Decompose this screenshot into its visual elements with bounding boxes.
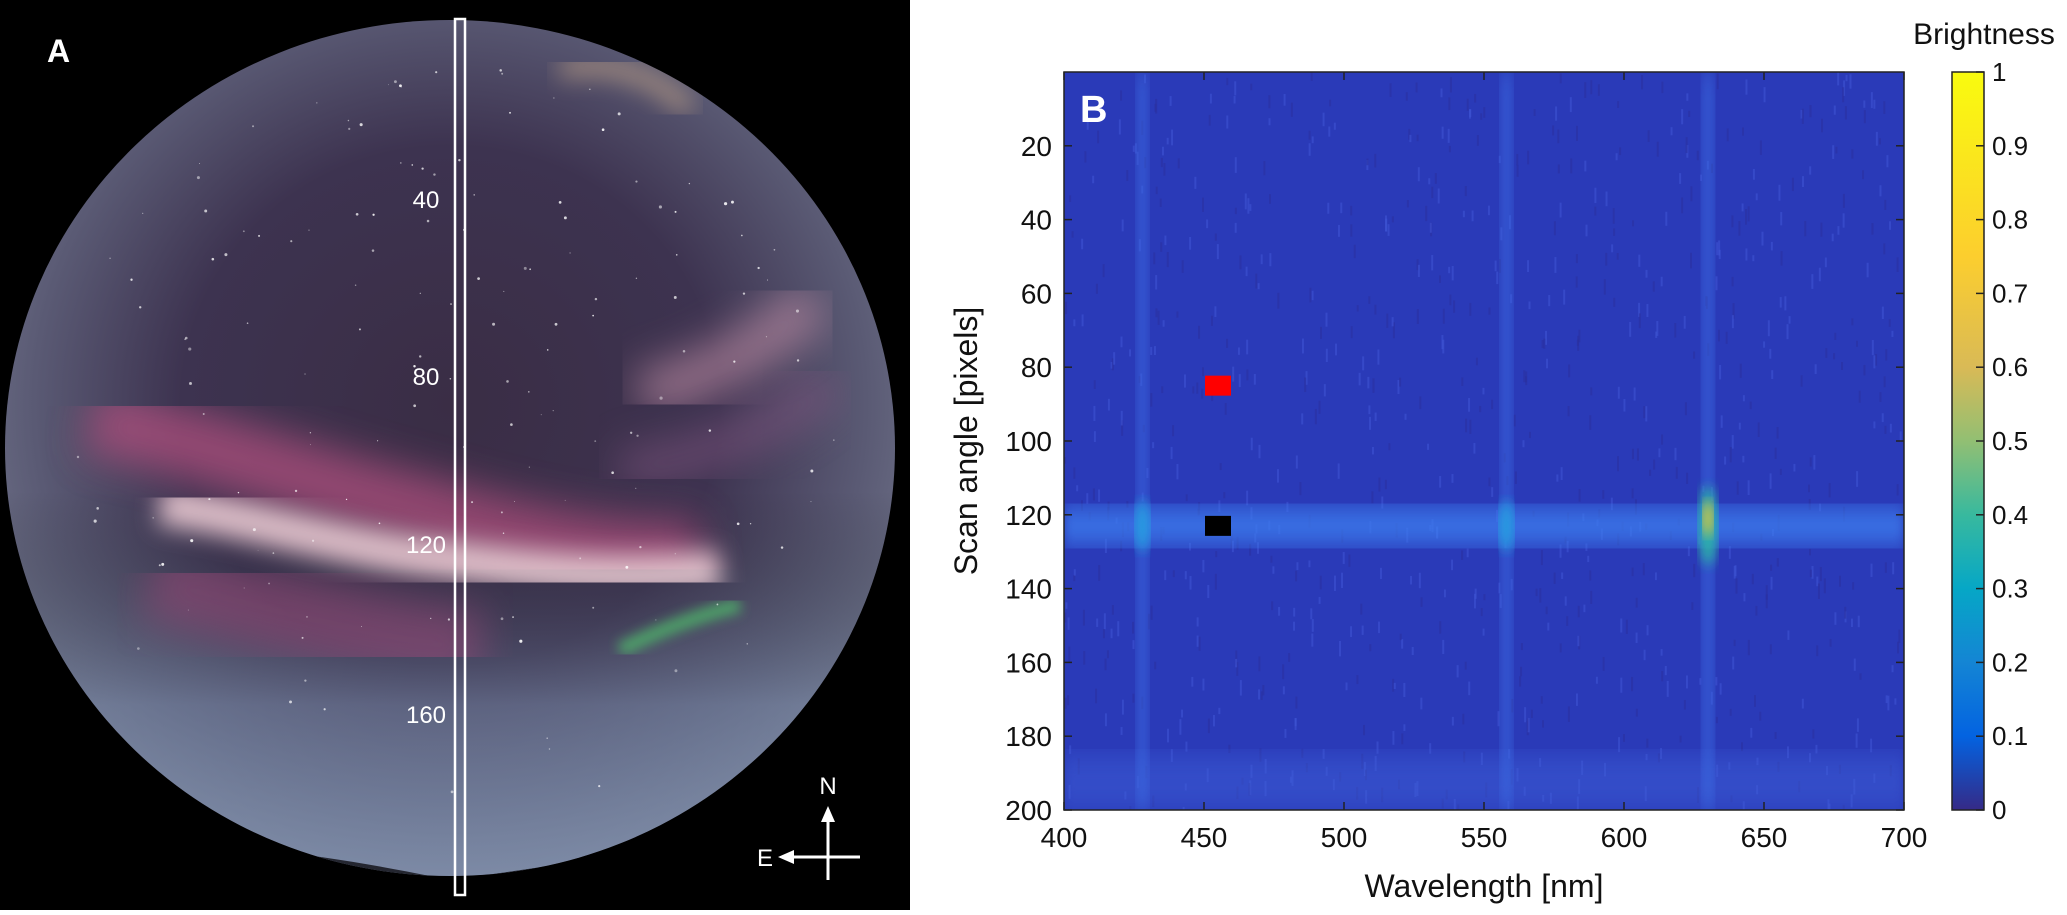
scan-tick-label: 120 — [406, 532, 446, 559]
x-axis-label: Wavelength [nm] — [1365, 868, 1604, 904]
aurora-arc — [83, 57, 845, 690]
chart-marker — [1205, 375, 1231, 396]
chart-marker — [1205, 515, 1231, 536]
all-sky-image-panel: A 40 80 120 160 N E — [0, 0, 910, 910]
y-tick-label: 140 — [1005, 574, 1052, 605]
colorbar-tick-label: 0.3 — [1992, 574, 2028, 604]
compass-north-label: N — [819, 773, 836, 800]
panel-label-a: A — [47, 33, 70, 69]
stars — [76, 69, 835, 794]
emission-line-peak — [1499, 499, 1514, 552]
y-tick-label: 20 — [1021, 131, 1052, 162]
y-tick-label: 200 — [1005, 795, 1052, 826]
y-tick-label: 60 — [1021, 278, 1052, 309]
emission-line-peak — [1135, 499, 1150, 552]
colorbar-tick-label: 0.1 — [1992, 721, 2028, 751]
bright-row-band — [1064, 507, 1904, 545]
colorbar-tick-label: 0.9 — [1992, 131, 2028, 161]
spectrogram-panel: B 400 450 500 550 600 650 700 20 40 60 80 100 120 14… — [910, 0, 2067, 910]
scan-tick-label: 160 — [406, 702, 446, 729]
heatmap-background — [1064, 72, 1904, 810]
y-tick-label: 120 — [1005, 500, 1052, 531]
panel-label-b: B — [1080, 89, 1107, 131]
y-tick-label: 180 — [1005, 721, 1052, 752]
colorbar-tick-label: 0.7 — [1992, 278, 2028, 308]
scan-tick-label: 40 — [413, 187, 440, 214]
background-band — [1064, 754, 1904, 810]
compass: N E — [757, 773, 860, 880]
spectrogram-chart: B 400 450 500 550 600 650 700 20 40 60 80 100 120 14… — [948, 18, 2055, 904]
colorbar-tick-label: 0.4 — [1992, 500, 2028, 530]
colorbar-tick-label: 0.5 — [1992, 426, 2028, 456]
all-sky-image: A 40 80 120 160 N E — [5, 17, 895, 897]
colorbar-tick-label: 1 — [1992, 57, 2006, 87]
colorbar-tick-label: 0.8 — [1992, 205, 2028, 235]
colorbar-title: Brightness — [1913, 18, 2055, 51]
emission-line-column — [1136, 72, 1149, 810]
y-tick-label: 40 — [1021, 205, 1052, 236]
y-tick-label: 80 — [1021, 352, 1052, 383]
y-tick-label: 100 — [1005, 426, 1052, 457]
emission-line-column — [1702, 72, 1714, 810]
heatmap — [1064, 72, 1904, 810]
x-tick-label: 500 — [1321, 822, 1368, 853]
y-tick-label: 160 — [1005, 647, 1052, 678]
compass-east-label: E — [757, 845, 773, 872]
scan-slit-rectangle — [453, 17, 467, 897]
y-axis-label: Scan angle [pixels] — [948, 307, 984, 576]
x-tick-label: 400 — [1041, 822, 1088, 853]
x-tick-label: 700 — [1881, 822, 1928, 853]
colorbar-tick-label: 0 — [1992, 795, 2006, 825]
x-tick-label: 450 — [1181, 822, 1228, 853]
emission-line-core — [1703, 500, 1713, 537]
colorbar-tick-label: 0.6 — [1992, 352, 2028, 382]
x-tick-label: 600 — [1601, 822, 1648, 853]
colorbar-tick-label: 0.2 — [1992, 647, 2028, 677]
scan-tick-label: 80 — [413, 364, 440, 391]
x-tick-label: 550 — [1461, 822, 1508, 853]
x-tick-label: 650 — [1741, 822, 1788, 853]
emission-line-column — [1500, 72, 1513, 810]
